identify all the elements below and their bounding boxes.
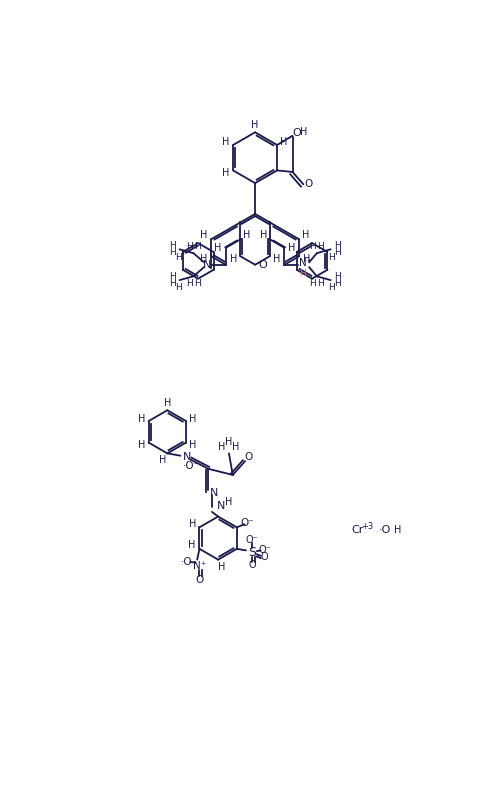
Text: H: H	[273, 254, 280, 263]
Text: ·O⁻: ·O⁻	[182, 462, 200, 471]
Text: H: H	[328, 284, 335, 292]
Text: N: N	[210, 488, 218, 498]
Text: ·O: ·O	[181, 557, 192, 567]
Text: H: H	[260, 230, 267, 240]
Text: O: O	[292, 128, 301, 139]
Text: H: H	[317, 242, 324, 251]
Text: H: H	[334, 279, 341, 288]
Text: H: H	[164, 398, 171, 408]
Text: N⁺: N⁺	[298, 258, 312, 268]
Text: H: H	[169, 248, 176, 257]
Text: O: O	[259, 260, 267, 269]
Text: H: H	[334, 248, 341, 257]
Text: H: H	[194, 279, 201, 288]
Text: H: H	[328, 252, 335, 262]
Text: H: H	[309, 242, 316, 251]
Text: H: H	[169, 241, 176, 250]
Text: H: H	[394, 526, 401, 535]
Text: H: H	[194, 242, 201, 251]
Text: H: H	[303, 255, 310, 264]
Text: H: H	[251, 121, 259, 130]
Text: H: H	[138, 440, 146, 450]
Text: O: O	[305, 179, 313, 189]
Text: H: H	[222, 169, 230, 179]
Text: H: H	[159, 455, 166, 465]
Text: H: H	[218, 563, 226, 572]
Text: N: N	[182, 452, 191, 463]
Text: +3: +3	[362, 522, 374, 531]
Text: H: H	[218, 442, 226, 452]
Text: H: H	[189, 440, 196, 450]
Text: Cr: Cr	[351, 526, 364, 535]
Text: H: H	[225, 497, 233, 507]
Text: H: H	[302, 230, 310, 240]
Text: H: H	[169, 272, 176, 281]
Text: H: H	[232, 442, 240, 452]
Text: H: H	[280, 137, 288, 147]
Text: H: H	[299, 127, 307, 137]
Text: H: H	[200, 255, 207, 264]
Text: O⁻: O⁻	[258, 545, 271, 556]
Text: N: N	[203, 260, 212, 269]
Text: H: H	[138, 414, 146, 424]
Text: H: H	[189, 519, 196, 530]
Text: H: H	[225, 437, 233, 447]
Text: O: O	[195, 574, 204, 585]
Text: H: H	[334, 241, 341, 250]
Text: O: O	[249, 560, 256, 570]
Text: H: H	[175, 284, 182, 292]
Text: H: H	[299, 269, 306, 278]
Text: H: H	[189, 414, 196, 424]
Text: H: H	[222, 137, 230, 147]
Text: H: H	[317, 279, 324, 288]
Text: O: O	[261, 552, 268, 562]
Text: H: H	[169, 279, 176, 288]
Text: O⁻: O⁻	[241, 519, 254, 529]
Text: H: H	[230, 254, 237, 263]
Text: H: H	[309, 279, 316, 288]
Text: N: N	[217, 500, 226, 511]
Text: H: H	[175, 252, 182, 262]
Text: H: H	[188, 540, 195, 550]
Text: H: H	[334, 272, 341, 281]
Text: H: H	[243, 230, 251, 240]
Text: ·O: ·O	[378, 526, 391, 535]
Text: H: H	[186, 242, 193, 251]
Text: N⁺: N⁺	[193, 561, 206, 571]
Text: H: H	[201, 230, 208, 240]
Text: O⁻: O⁻	[246, 535, 259, 545]
Text: H: H	[215, 243, 222, 253]
Text: S: S	[248, 546, 256, 559]
Text: H: H	[288, 243, 296, 253]
Text: O: O	[245, 452, 253, 463]
Text: H: H	[186, 279, 193, 288]
